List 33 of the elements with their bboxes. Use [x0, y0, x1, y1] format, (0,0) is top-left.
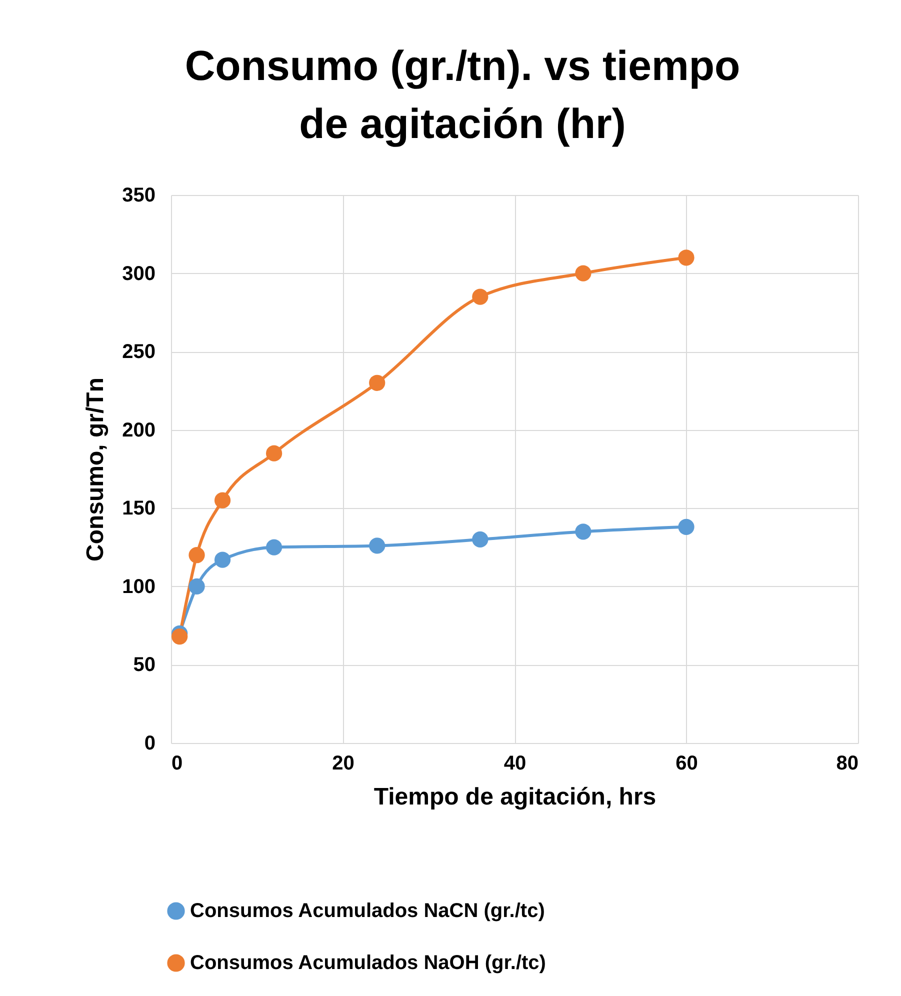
point [575, 524, 592, 540]
y-tick-label: 50 [133, 654, 156, 676]
point [678, 518, 694, 535]
point [188, 578, 205, 594]
y-tick-label: 300 [122, 262, 156, 285]
y-tick-label: 0 [144, 732, 156, 754]
x-tick-label: 20 [332, 752, 354, 774]
point [575, 265, 592, 282]
point [678, 250, 694, 266]
legend-label: Consumos Acumulados NaCN (gr./tc) [190, 900, 545, 922]
point [472, 288, 488, 305]
point [214, 552, 231, 568]
point [266, 539, 282, 556]
legend-label: Consumos Acumulados NaOH (gr./tc) [190, 952, 546, 974]
x-tick-label: 0 [172, 752, 183, 774]
x-tick-label: 40 [504, 752, 526, 774]
x-tick-label: 60 [676, 752, 698, 774]
y-axis-title: Consumo, gr/Tn [82, 378, 110, 562]
point [188, 547, 205, 564]
point [214, 492, 231, 508]
x-axis-title: Tiempo de agitación, hrs [374, 784, 656, 810]
y-tick-label: 200 [122, 419, 156, 442]
y-tick-label: 350 [122, 184, 156, 206]
y-tick-label: 100 [122, 576, 156, 598]
y-tick-label: 150 [122, 498, 156, 520]
y-tick-label: 250 [122, 341, 156, 364]
chart-title: Consumo (gr./tn). vs tiempo de agitación (hr) [184, 42, 740, 147]
x-tick-label: 80 [836, 752, 858, 774]
point [369, 538, 386, 554]
point [172, 628, 188, 645]
point [266, 445, 282, 462]
point [369, 374, 386, 391]
point [472, 531, 488, 548]
